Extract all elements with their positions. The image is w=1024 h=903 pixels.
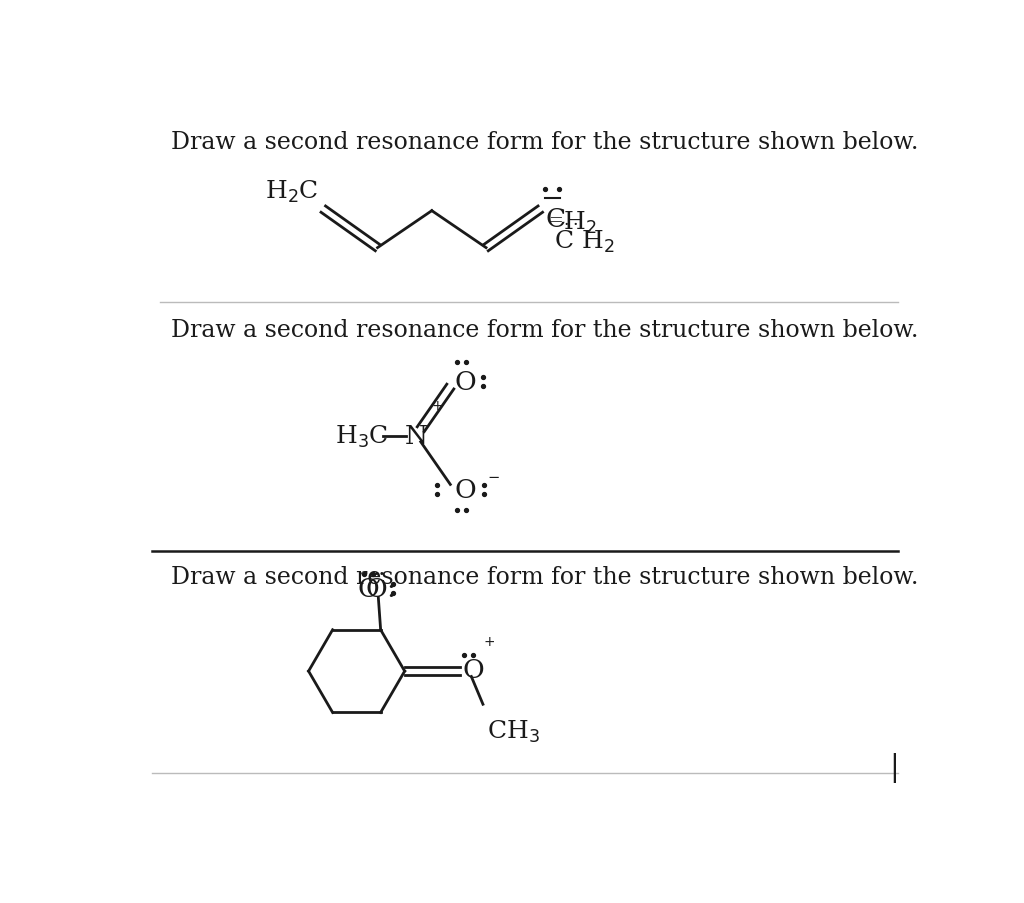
Text: H$_2$C: H$_2$C [265, 179, 318, 205]
Text: O: O [462, 657, 483, 683]
Text: O: O [455, 369, 477, 395]
Text: CH$_3$: CH$_3$ [486, 718, 540, 744]
Text: Draw a second resonance form for the structure shown below.: Draw a second resonance form for the str… [171, 319, 919, 342]
Text: H$_2$: H$_2$ [563, 209, 596, 236]
Text: Draw a second resonance form for the structure shown below.: Draw a second resonance form for the str… [171, 565, 919, 588]
Text: $^+$: $^+$ [480, 636, 496, 655]
Text: $^-$: $^-$ [484, 472, 500, 492]
Text: $\mathregular{\overset{=\!..}{C}}$H$_2$: $\mathregular{\overset{=\!..}{C}}$H$_2$ [545, 215, 615, 255]
Text: Draw a second resonance form for the structure shown below.: Draw a second resonance form for the str… [171, 131, 919, 154]
Text: H$_3$C: H$_3$C [335, 423, 388, 449]
Text: O: O [357, 576, 379, 601]
Text: $^+$: $^+$ [429, 400, 443, 419]
Text: N: N [404, 424, 428, 449]
Text: C: C [546, 207, 566, 231]
Text: $\mathregular{\ddot{O}}$:: $\mathregular{\ddot{O}}$: [366, 573, 395, 602]
Text: O: O [455, 478, 477, 503]
Text: |: | [889, 752, 899, 782]
